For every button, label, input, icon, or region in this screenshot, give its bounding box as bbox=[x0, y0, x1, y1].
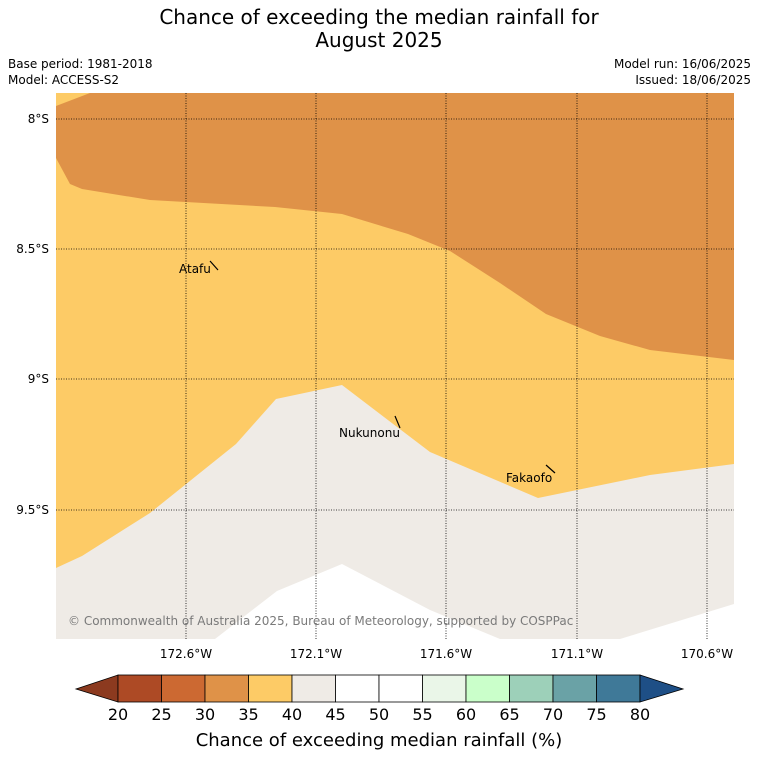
lon-label-172-1w: 172.1°W bbox=[289, 647, 343, 661]
colorbar-tick-label: 40 bbox=[281, 705, 303, 724]
colorbar-cell bbox=[204, 674, 249, 703]
colorbar-tick-label: 30 bbox=[194, 705, 216, 724]
colorbar-over-arrow bbox=[639, 674, 685, 703]
lon-label-170-6w: 170.6°W bbox=[680, 647, 734, 661]
atafu-marker bbox=[209, 260, 219, 271]
colorbar-tick-label: 55 bbox=[412, 705, 433, 724]
colorbar-title: Chance of exceeding median rainfall (%) bbox=[195, 730, 563, 751]
colorbar-cells bbox=[117, 674, 641, 703]
fakaofo-marker bbox=[545, 464, 556, 474]
colorbar-cell bbox=[248, 674, 293, 703]
title-line-1: Chance of exceeding the median rainfall … bbox=[159, 5, 599, 29]
place-atafu: Atafu bbox=[179, 262, 211, 276]
colorbar-cell bbox=[291, 674, 336, 703]
copyright-credit: © Commonwealth of Australia 2025, Bureau… bbox=[68, 614, 574, 628]
colorbar-cell bbox=[335, 674, 380, 703]
colorbar-tick-label: 70 bbox=[542, 705, 564, 724]
colorbar-cell bbox=[378, 674, 423, 703]
band-30-35 bbox=[56, 93, 734, 360]
colorbar-cell bbox=[117, 674, 162, 703]
colorbar-tick-label: 75 bbox=[586, 705, 607, 724]
lat-label-9s: 9°S bbox=[27, 372, 49, 386]
colorbar-tick-label: 20 bbox=[107, 705, 129, 724]
model-label: Model: ACCESS-S2 bbox=[8, 73, 120, 87]
colorbar-tick-label: 45 bbox=[325, 705, 346, 724]
colorbar-cell bbox=[552, 674, 597, 703]
colorbar-tick-label: 50 bbox=[368, 705, 390, 724]
issued-label: Issued: 18/06/2025 bbox=[635, 73, 751, 87]
colorbar-cell bbox=[465, 674, 510, 703]
colorbar-cell bbox=[596, 674, 641, 703]
colorbar bbox=[74, 674, 685, 703]
title-line-2: August 2025 bbox=[315, 28, 443, 52]
lon-label-172-6w: 172.6°W bbox=[159, 647, 213, 661]
place-fakaofo: Fakaofo bbox=[506, 471, 553, 485]
colorbar-tick-label: 65 bbox=[499, 705, 520, 724]
lat-label-8-5s: 8.5°S bbox=[16, 242, 49, 256]
lon-label-171-1w: 171.1°W bbox=[550, 647, 604, 661]
model-run-label: Model run: 16/06/2025 bbox=[613, 57, 751, 71]
island-markers bbox=[209, 260, 556, 474]
lower-land-edge bbox=[215, 564, 500, 639]
colorbar-tick-label: 60 bbox=[455, 705, 477, 724]
nukunonu-marker bbox=[394, 415, 401, 429]
lat-label-8s: 8°S bbox=[27, 112, 49, 126]
lower-right-edge bbox=[620, 604, 734, 639]
colorbar-tick-label: 25 bbox=[151, 705, 172, 724]
colorbar-cell bbox=[509, 674, 554, 703]
colorbar-cell bbox=[422, 674, 467, 703]
lon-label-171-6w: 171.6°W bbox=[419, 647, 473, 661]
colorbar-tick-label: 35 bbox=[238, 705, 259, 724]
colorbar-under-arrow bbox=[74, 674, 119, 703]
colorbar-tick-label: 80 bbox=[629, 705, 651, 724]
colorbar-cell bbox=[161, 674, 206, 703]
base-period-label: Base period: 1981-2018 bbox=[8, 57, 153, 71]
place-nukunonu: Nukunonu bbox=[339, 426, 400, 440]
lat-label-9-5s: 9.5°S bbox=[16, 503, 49, 517]
graticule bbox=[56, 93, 734, 639]
map-area bbox=[56, 93, 734, 639]
